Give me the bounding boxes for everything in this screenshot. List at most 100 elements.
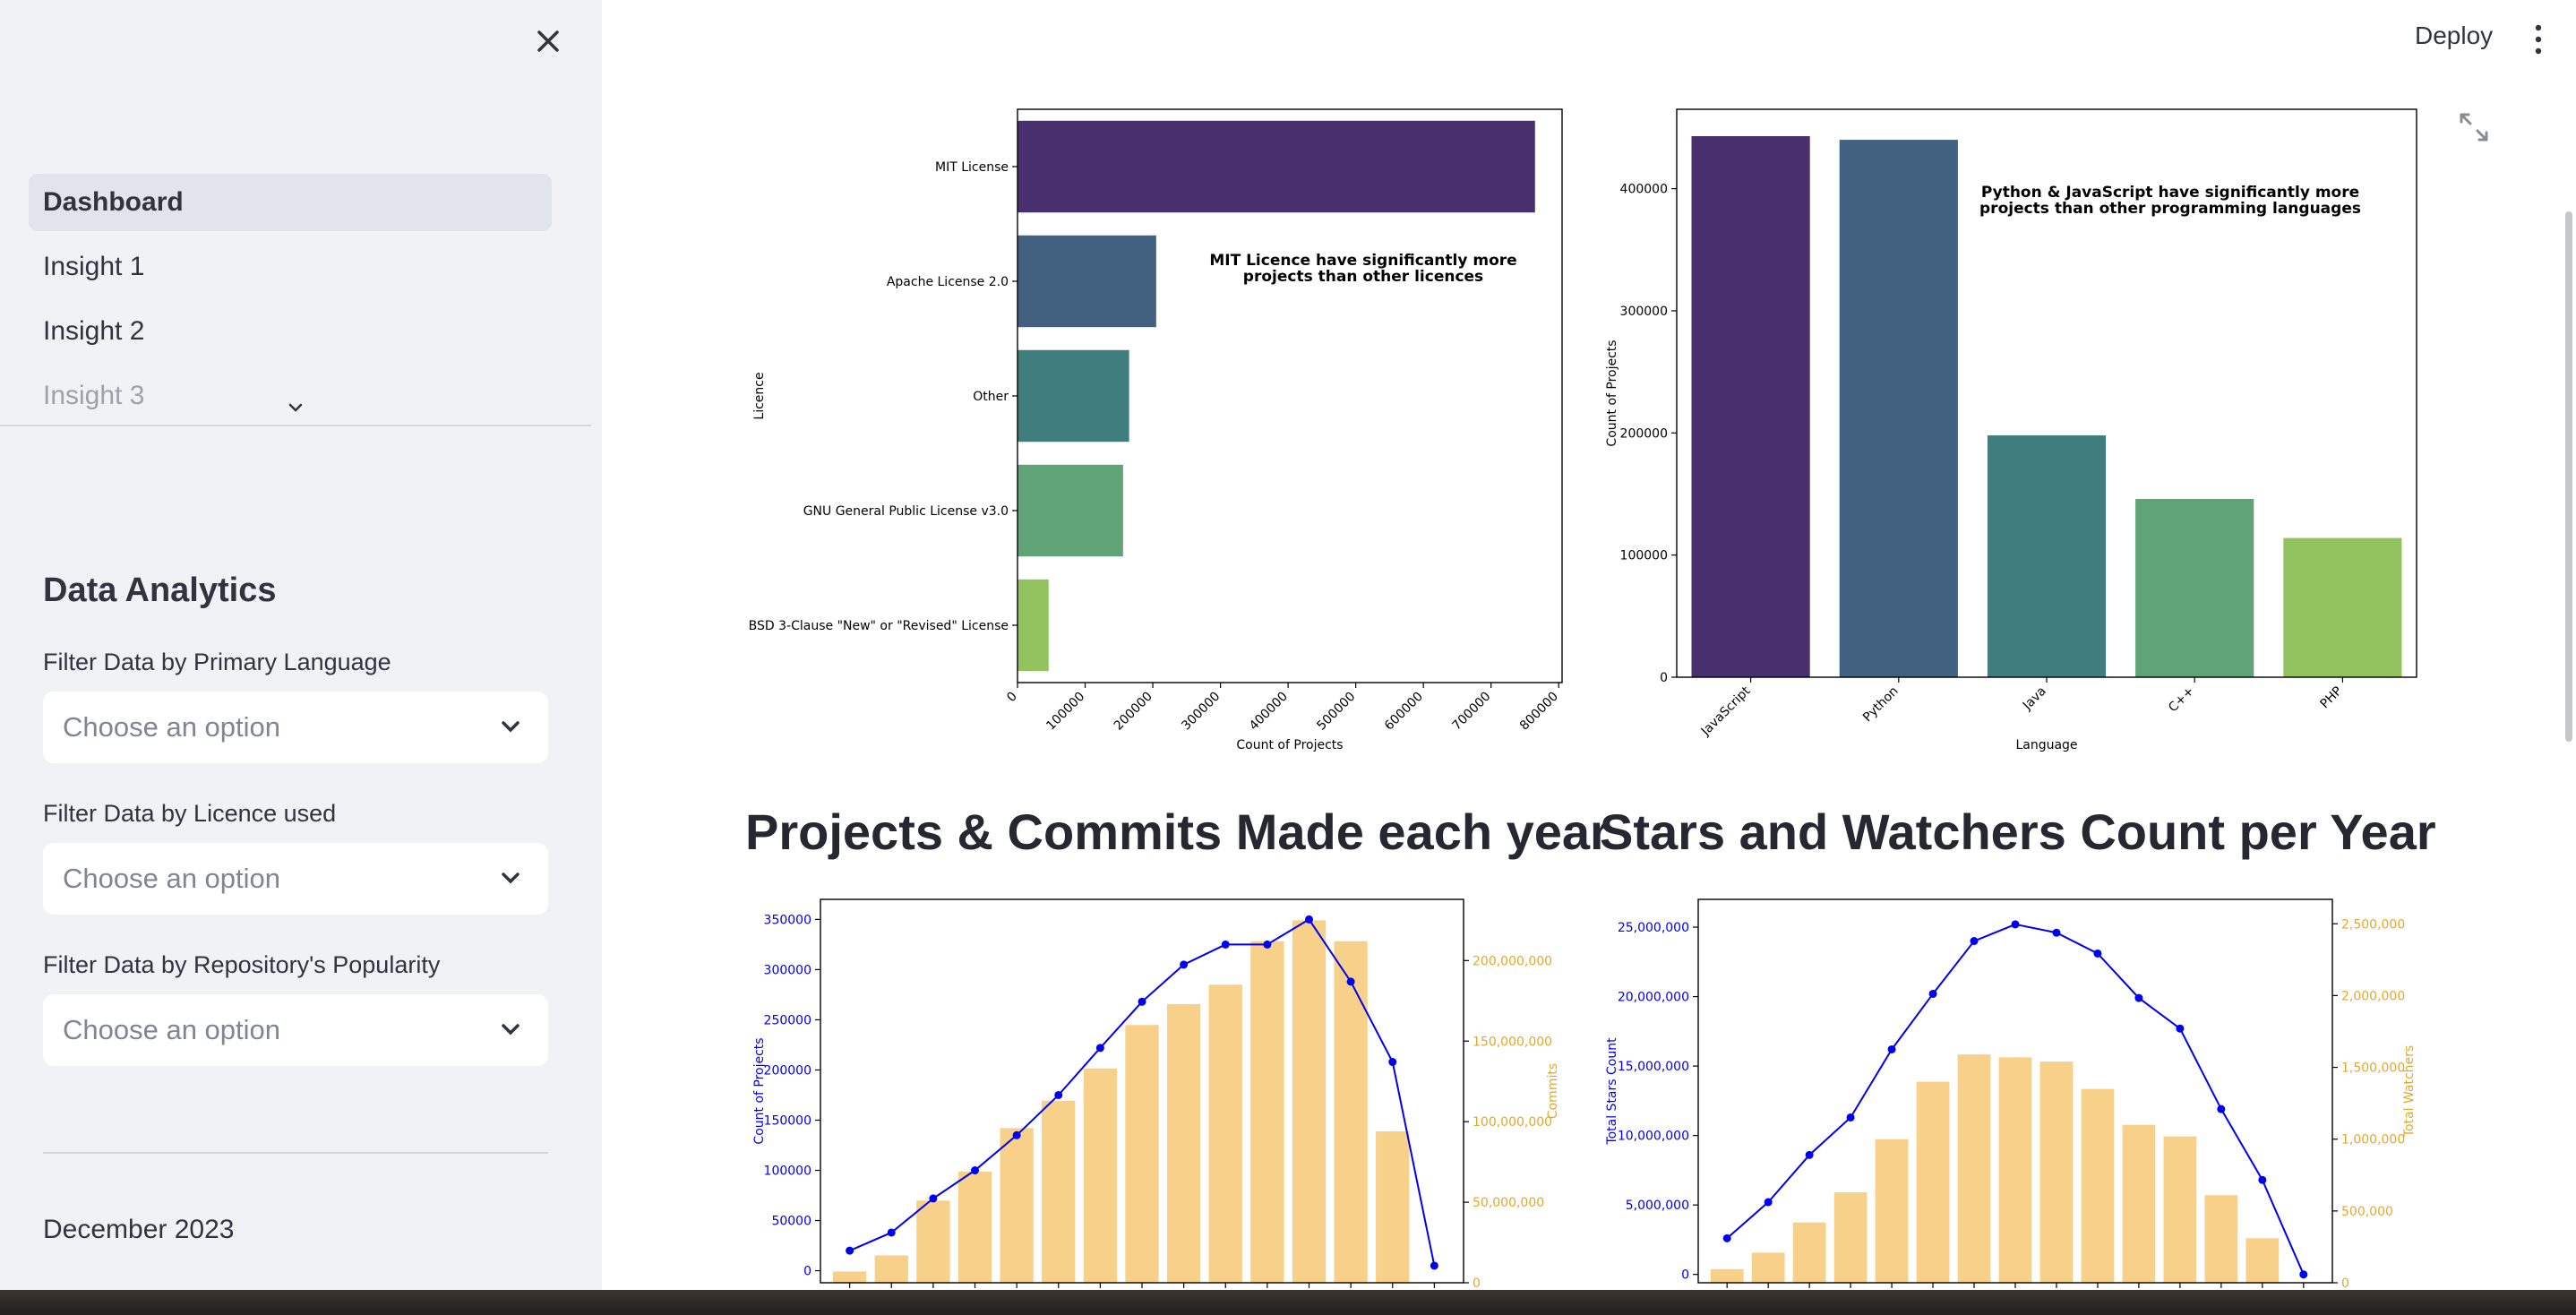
more-options-icon[interactable] [2529,23,2547,56]
y-tick-label: 0 [1660,671,1668,685]
x-tick-label: 800000 [1517,690,1561,734]
plot-frame [1676,108,2417,678]
line-point [1764,1198,1773,1207]
bar [2039,1061,2074,1283]
chevron-down-icon [502,872,519,884]
bar [1125,1025,1159,1283]
projects-commits-chart: 0 50000 100000 150000 200000 250000 300000 3500… [752,898,1560,1290]
y-tick-label-left: 0 [803,1265,811,1279]
bar [1083,1068,1118,1283]
bar [1792,1222,1826,1283]
y-tick-label-left: 50000 [771,1215,811,1229]
x-tick-label: Java [2020,684,2049,714]
y-tick-label: 400000 [1620,183,1668,197]
filter-popularity-select[interactable]: Choose an option [43,994,548,1066]
language-bar [1839,140,1958,677]
bar [1250,941,1284,1283]
line-point [1095,1044,1104,1053]
bar [1334,941,1368,1283]
bar [1833,1192,1868,1283]
bar [2163,1136,2197,1283]
language-bar [2135,498,2254,677]
bar [1916,1081,1950,1283]
x-tick-label: 500000 [1314,690,1358,734]
language-bar [2283,537,2402,677]
language-chart: JavaScript Python Java C++ PHP 0 100000 200000 3… [1605,108,2417,752]
y-tick-label-left: 0 [1681,1268,1689,1283]
y-tick-label-left: 15,000,000 [1618,1060,1689,1074]
chevron-down-icon[interactable] [285,400,306,417]
line-point [971,1166,980,1175]
plot-frame [1697,898,2333,1284]
line-point [2258,1175,2267,1184]
y-tick-label: MIT License [935,160,1009,175]
nav-item-dashboard[interactable]: Dashboard [29,174,552,231]
bar [2245,1238,2280,1283]
sidebar-divider [43,1152,548,1154]
line-point [929,1194,938,1203]
chart-annotation: MIT Licence have significantly more [1209,252,1516,270]
y-tick-label-right: 2,000,000 [2341,989,2405,1003]
bar [2081,1088,2115,1283]
line-point [1970,937,1979,946]
x-tick-label: Python [1860,684,1902,726]
line-point [1012,1130,1021,1139]
y-tick-label-left: 200000 [764,1063,811,1078]
filter-language-placeholder: Choose an option [63,711,281,743]
y-tick-label-left: 250000 [764,1013,811,1027]
y-tick-label: 200000 [1620,426,1668,441]
filter-licence-select[interactable]: Choose an option [43,843,548,915]
y-axis-label: Licence [752,372,767,419]
line-point [2134,993,2143,1002]
line-point [1846,1113,1855,1122]
close-icon[interactable] [530,23,566,59]
licence-bar [1018,579,1049,672]
chevron-down-icon [502,1024,519,1036]
section-title-stars-watchers: Stars and Watchers Count per Year [1600,804,2436,860]
deploy-button[interactable]: Deploy [2415,21,2494,49]
chart-annotation: projects than other programming language… [1979,200,2361,218]
fullscreen-icon[interactable] [2458,111,2490,143]
y-tick-label-right: 50,000,000 [1473,1196,1544,1210]
bar [957,1171,992,1283]
line-point [1388,1058,1397,1067]
y-tick-label-left: 25,000,000 [1618,921,1689,935]
y-tick-label-left: 20,000,000 [1618,991,1689,1005]
bar [1875,1139,1909,1283]
y-axis-label: Count of Projects [1605,339,1619,446]
filter-licence-placeholder: Choose an option [63,863,281,894]
y-tick-label-right: 1,500,000 [2341,1061,2405,1076]
filter-language-select[interactable]: Choose an option [43,692,548,763]
filter-popularity-label: Filter Data by Repository's Popularity [43,951,441,978]
nav-item-insight-3[interactable]: Insight 3 [43,381,145,410]
nav-divider [0,425,591,426]
stars-watchers-chart: 0 5,000,000 10,000,000 15,000,000 20,000,000… [1605,898,2417,1290]
sidebar-heading: Data Analytics [43,572,277,609]
nav-item-insight-1[interactable]: Insight 1 [43,252,145,281]
y-tick-label-right: 1,000,000 [2341,1133,2405,1147]
y-tick-label: 300000 [1620,305,1668,319]
y-tick-label-right: 500,000 [2341,1205,2393,1219]
scrollbar[interactable] [2565,211,2572,742]
bar [832,1271,867,1283]
bar [1208,984,1242,1283]
language-bar [1691,135,1810,677]
licence-bar [1018,120,1535,213]
x-tick-label: JavaScript [1698,683,1754,739]
y-tick-label-right: 150,000,000 [1473,1035,1552,1049]
x-axis-label: Count of Projects [1236,738,1343,752]
chevron-down-icon [502,721,519,733]
line-point [2093,949,2102,958]
y-tick-label-left: 150000 [764,1113,811,1128]
bar [1957,1054,1991,1283]
y-tick-label-left: 5,000,000 [1626,1199,1689,1213]
line-point [1346,977,1355,986]
line-point [1928,989,1937,998]
y-tick-label: 100000 [1620,549,1668,563]
bar [1710,1268,1744,1283]
chart-annotation: Python & JavaScript have significantly m… [1981,184,2359,202]
line-point [846,1246,854,1255]
plot-frame [820,898,1464,1284]
y-axis-label-right: Commits [1546,1063,1560,1119]
nav-item-insight-2[interactable]: Insight 2 [43,316,145,346]
